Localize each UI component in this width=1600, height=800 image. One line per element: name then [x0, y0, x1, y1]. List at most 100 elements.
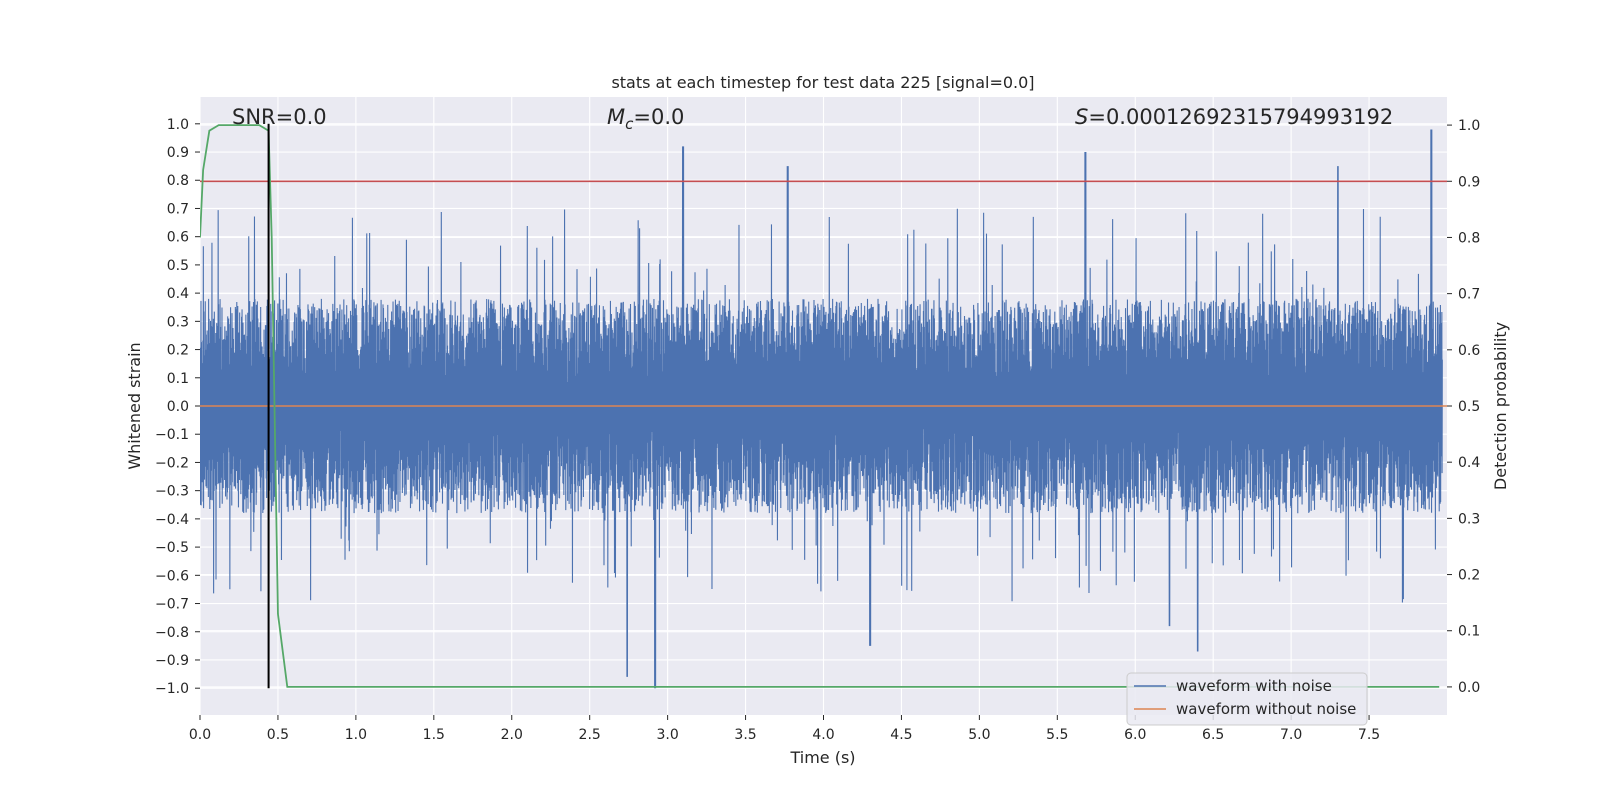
y2-tick: 0.6 [1447, 343, 1480, 359]
x-tick: 1.0 [345, 715, 367, 743]
y-tick: −0.7 [155, 597, 200, 613]
y-tick-label: 0.1 [167, 371, 189, 387]
y2-axis-ticks: 1.0 0.9 0.8 0.7 0.6 0.5 0.4 0.3 0.2 0.1 0.0 [1447, 118, 1480, 696]
x-tick: 5.0 [968, 715, 991, 743]
x-tick: 2.5 [579, 715, 601, 743]
y-tick: 0.2 [167, 343, 200, 359]
y-tick-label: 0.4 [167, 286, 189, 302]
y-axis-label: Whitened strain [125, 342, 144, 469]
y2-tick: 0.8 [1447, 230, 1480, 246]
y-tick-label: 0.7 [167, 201, 189, 217]
y2-tick-label: 0.9 [1458, 174, 1480, 190]
y2-tick-label: 0.2 [1458, 568, 1480, 584]
y-tick: −0.2 [155, 455, 200, 471]
x-axis-label: Time (s) [789, 748, 855, 767]
y2-tick-label: 0.3 [1458, 511, 1480, 527]
y-tick-label: −0.9 [155, 653, 189, 669]
x-tick: 7.5 [1358, 715, 1380, 743]
snr-annotation: SNR=0.0 [232, 105, 327, 129]
y2-tick-label: 0.8 [1458, 230, 1480, 246]
y-tick: −0.8 [155, 625, 200, 641]
mc-annotation: Mc=0.0 [607, 105, 684, 133]
x-tick-label: 6.5 [1202, 727, 1224, 743]
y2-tick-label: 0.0 [1458, 680, 1480, 696]
y-tick-label: −1.0 [155, 681, 189, 697]
y-tick-label: 0.2 [167, 343, 189, 359]
y-tick: −0.1 [155, 427, 200, 443]
x-tick: 0.5 [267, 715, 289, 743]
x-tick: 1.5 [423, 715, 445, 743]
y2-tick: 0.2 [1447, 568, 1480, 584]
x-axis-ticks: 0.0 0.5 1.0 1.5 2.0 2.5 3.0 3.5 4.0 4.5 5.0 5.5 6.0 6… [189, 715, 1380, 743]
y-tick-label: −0.1 [155, 427, 189, 443]
y-tick: −0.6 [155, 568, 200, 584]
x-tick-label: 2.0 [501, 727, 523, 743]
s-symbol: S [1075, 105, 1088, 129]
x-tick-label: 1.0 [345, 727, 367, 743]
y-tick-label: 0.8 [167, 173, 189, 189]
x-tick: 4.5 [890, 715, 913, 743]
y-tick: 0.5 [167, 258, 200, 274]
chart-title: stats at each timestep for test data 225… [611, 73, 1034, 92]
y-tick: 0.6 [167, 230, 200, 246]
y2-tick: 0.3 [1447, 511, 1480, 527]
x-tick-label: 7.0 [1280, 727, 1302, 743]
y-tick-label: −0.7 [155, 597, 189, 613]
y-tick-label: −0.5 [155, 540, 189, 556]
x-tick-label: 4.5 [890, 727, 912, 743]
y-tick: 0.3 [167, 314, 200, 330]
mc-subscript: c [625, 115, 634, 133]
x-tick-label: 5.5 [1046, 727, 1068, 743]
x-tick: 2.0 [501, 715, 523, 743]
x-tick: 3.0 [656, 715, 679, 743]
y-tick-label: −0.6 [155, 568, 189, 584]
y-tick: −0.3 [155, 484, 200, 500]
y-tick-label: −0.4 [155, 512, 189, 528]
x-tick-label: 6.0 [1124, 727, 1146, 743]
y2-tick-label: 0.1 [1458, 624, 1480, 640]
x-tick: 4.0 [812, 715, 835, 743]
x-tick-label: 0.0 [189, 727, 211, 743]
series-waveform-with-noise [200, 129, 1443, 689]
y-tick: 0.1 [167, 371, 200, 387]
x-tick-label: 1.5 [423, 727, 445, 743]
y2-tick-label: 0.6 [1458, 343, 1480, 359]
x-tick-label: 3.0 [656, 727, 678, 743]
y2-tick: 1.0 [1447, 118, 1480, 134]
legend-label-noise: waveform with noise [1176, 677, 1332, 695]
x-tick-label: 2.5 [579, 727, 601, 743]
y-tick-label: 0.3 [167, 314, 189, 330]
y-tick: 0.4 [167, 286, 200, 302]
y2-tick-label: 0.4 [1458, 455, 1480, 471]
y-tick: −0.4 [155, 512, 200, 528]
y2-tick: 0.7 [1447, 287, 1480, 303]
y-tick: 0.7 [167, 201, 200, 217]
y-tick: −0.9 [155, 653, 200, 669]
y-tick: −0.5 [155, 540, 200, 556]
y2-tick: 0.1 [1447, 624, 1480, 640]
legend-label-clean: waveform without noise [1176, 700, 1356, 718]
x-tick: 0.0 [189, 715, 211, 743]
legend-box [1126, 672, 1368, 726]
y-axis-ticks: 1.0 0.9 0.8 0.7 0.6 0.5 0.4 0.3 0.2 0.1 0.0 −0.1 −0.… [155, 117, 200, 697]
s-value: =0.00012692315794993192 [1088, 105, 1393, 129]
mc-symbol: M [607, 105, 625, 129]
y-tick-label: −0.8 [155, 625, 189, 641]
x-tick-label: 5.0 [968, 727, 990, 743]
y2-tick-label: 0.7 [1458, 287, 1480, 303]
y-tick-label: 0.0 [167, 399, 189, 415]
x-tick-label: 7.5 [1358, 727, 1380, 743]
x-tick: 5.5 [1046, 715, 1068, 743]
y2-tick-label: 0.5 [1458, 399, 1480, 415]
y-tick-label: 1.0 [167, 117, 189, 133]
y-tick: 1.0 [167, 117, 200, 133]
plot-area [200, 123, 1447, 689]
y2-tick: 0.5 [1447, 399, 1480, 415]
y-tick-label: 0.5 [167, 258, 189, 274]
y-tick: 0.8 [167, 173, 200, 189]
y-tick-label: 0.6 [167, 230, 189, 246]
x-tick-label: 3.5 [734, 727, 756, 743]
y-tick-label: 0.9 [167, 145, 189, 161]
y2-axis-label: Detection probability [1491, 322, 1510, 490]
